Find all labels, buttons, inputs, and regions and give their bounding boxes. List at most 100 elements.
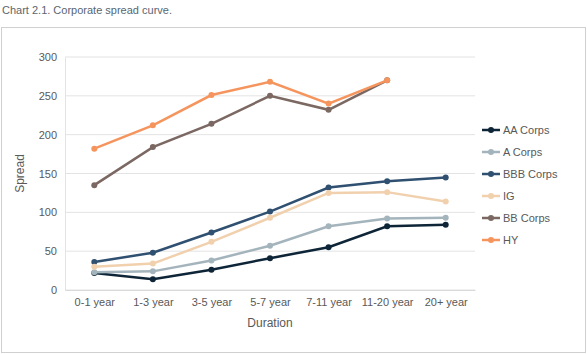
legend-marker [488, 215, 494, 221]
legend-marker [488, 127, 494, 133]
x-tick: 7-11 year [306, 290, 352, 308]
y-tick-label: 0 [51, 284, 57, 296]
series [91, 77, 390, 188]
legend-marker [488, 237, 494, 243]
y-tick: 300 [39, 51, 65, 63]
y-tick-label: 150 [39, 168, 57, 180]
point [91, 270, 97, 276]
title: Chart 2.1. Corporate spread curve. [2, 4, 172, 16]
point [384, 178, 390, 184]
point [443, 215, 449, 221]
series [91, 222, 448, 282]
y-axis-title: Spread [13, 154, 27, 193]
x-axis-title: Duration [247, 316, 292, 330]
point [208, 257, 214, 263]
point [208, 92, 214, 98]
legend-marker [488, 149, 494, 155]
y-tick: 250 [39, 90, 65, 102]
x-tick: 5-7 year [250, 290, 291, 308]
point [208, 239, 214, 245]
point [326, 190, 332, 196]
point [384, 77, 390, 83]
point [150, 144, 156, 150]
point [267, 255, 273, 261]
series [91, 77, 390, 151]
series-line [94, 80, 387, 148]
point [208, 267, 214, 273]
point [267, 243, 273, 249]
chart-frame [2, 28, 586, 353]
grid-line [65, 251, 475, 252]
point [150, 268, 156, 274]
x-tick-label: 7-11 year [306, 296, 352, 308]
y-tick: 0 [51, 284, 65, 296]
grid-line [65, 173, 475, 174]
point [91, 264, 97, 270]
series [91, 174, 448, 265]
series [91, 189, 448, 270]
x-tick-label: 5-7 year [250, 296, 291, 308]
x-axis-line [66, 290, 476, 291]
point [443, 198, 449, 204]
point [326, 101, 332, 107]
legend-item: BB Corps [482, 212, 551, 224]
point [267, 209, 273, 215]
grid [65, 57, 475, 290]
point [267, 215, 273, 221]
point [267, 93, 273, 99]
series [91, 215, 448, 275]
point [326, 184, 332, 190]
x-axis: 0-1 year 1-3 year 3-5 year 5-7 year 7-11 yea… [66, 290, 476, 308]
point [150, 250, 156, 256]
y-tick: 100 [39, 206, 65, 218]
x-tick-label: 20+ year [425, 296, 468, 308]
point [326, 244, 332, 250]
y-tick-label: 250 [39, 90, 57, 102]
point [326, 223, 332, 229]
y-tick: 200 [39, 129, 65, 141]
x-tick-label: 3-5 year [192, 296, 233, 308]
legend-marker [488, 171, 494, 177]
x-tick-label: 0-1 year [75, 296, 116, 308]
x-tick: 1-3 year [133, 290, 174, 308]
legend: AA Corps A Corps BBB Corps IG BB Corps HY [482, 124, 558, 246]
legend-item: AA Corps [482, 124, 550, 136]
y-tick-label: 50 [45, 245, 57, 257]
point [326, 107, 332, 113]
chart: Chart 2.1. Corporate spread curve. 0 50 100… [0, 0, 587, 354]
point [150, 122, 156, 128]
point [91, 269, 97, 275]
y-axis-line [65, 58, 66, 291]
x-tick: 11-20 year [362, 290, 414, 308]
legend-label: A Corps [503, 146, 543, 158]
legend-label: BB Corps [503, 212, 551, 224]
point [384, 223, 390, 229]
legend-label: IG [503, 190, 515, 202]
point [150, 276, 156, 282]
y-tick-label: 200 [39, 129, 57, 141]
y-tick: 150 [39, 168, 65, 180]
y-axis: 0 50 100 150 200 250 300 [39, 51, 66, 296]
series-line [94, 177, 445, 262]
point [267, 79, 273, 85]
point [384, 77, 390, 83]
legend-item: BBB Corps [482, 168, 558, 180]
point [384, 189, 390, 195]
legend-label: HY [503, 234, 519, 246]
point [208, 121, 214, 127]
series-line [94, 80, 387, 185]
point [443, 222, 449, 228]
x-tick-label: 11-20 year [362, 296, 414, 308]
grid-line [65, 290, 475, 291]
x-tick-label: 1-3 year [133, 296, 174, 308]
y-tick-label: 100 [39, 206, 57, 218]
point [91, 182, 97, 188]
x-tick: 20+ year [425, 290, 468, 308]
grid-line [65, 57, 475, 58]
legend-item: HY [482, 234, 519, 246]
plot-area [91, 77, 448, 282]
legend-item: IG [482, 190, 515, 202]
legend-label: AA Corps [503, 124, 550, 136]
legend-label: BBB Corps [503, 168, 558, 180]
point [443, 174, 449, 180]
